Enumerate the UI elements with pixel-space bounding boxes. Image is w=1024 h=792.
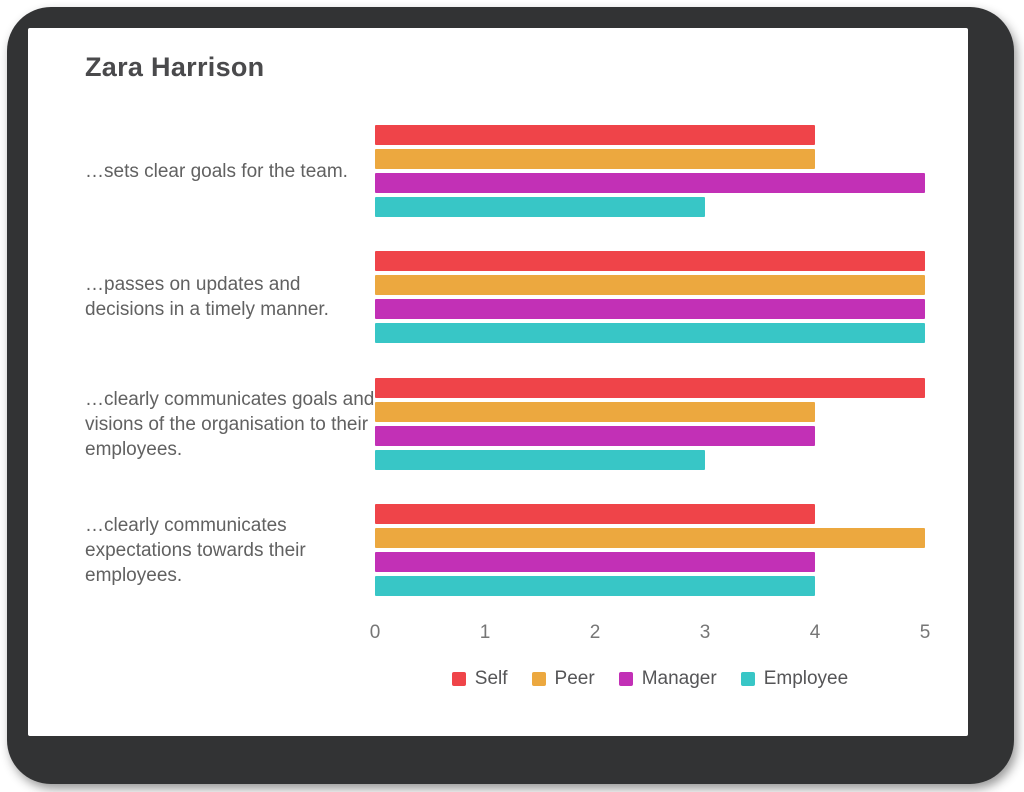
page-title: Zara Harrison bbox=[85, 52, 265, 82]
chart-legend: Self Peer Manager Employee bbox=[375, 665, 925, 693]
bar-self bbox=[375, 378, 925, 398]
bar-peer bbox=[375, 149, 815, 169]
x-tick-label: 1 bbox=[479, 622, 491, 643]
bar-self bbox=[375, 504, 815, 524]
bar-manager bbox=[375, 552, 815, 572]
legend-label: Self bbox=[474, 668, 508, 689]
legend-label: Employee bbox=[763, 668, 849, 689]
bar-manager bbox=[375, 173, 925, 193]
chart-row: …sets clear goals for the team. bbox=[28, 125, 968, 217]
bar-group bbox=[375, 378, 925, 470]
category-label: …passes on updates and decisions in a ti… bbox=[85, 274, 329, 320]
bar-employee bbox=[375, 323, 925, 343]
x-tick-label: 3 bbox=[699, 622, 711, 643]
legend-item-employee: Employee bbox=[740, 668, 849, 690]
bar-employee bbox=[375, 450, 705, 470]
legend-swatch-icon bbox=[618, 672, 633, 686]
x-tick-label: 4 bbox=[809, 622, 821, 643]
category-label: …clearly communicates expectations towar… bbox=[85, 514, 306, 586]
bar-self bbox=[375, 251, 925, 271]
bar-employee bbox=[375, 576, 815, 596]
report-card: Zara Harrison …sets clear goals for the … bbox=[28, 28, 968, 736]
bar-manager bbox=[375, 299, 925, 319]
bar-group bbox=[375, 251, 925, 343]
legend-item-manager: Manager bbox=[618, 668, 717, 690]
bar-peer bbox=[375, 528, 925, 548]
bar-group bbox=[375, 125, 925, 217]
x-tick-label: 2 bbox=[589, 622, 601, 643]
legend-item-peer: Peer bbox=[531, 668, 595, 690]
category-label: …clearly communicates goals and visions … bbox=[85, 388, 375, 460]
legend-item-self: Self bbox=[451, 668, 508, 690]
bar-peer bbox=[375, 402, 815, 422]
x-tick-label: 5 bbox=[919, 622, 931, 643]
bar-self bbox=[375, 125, 815, 145]
legend-label: Peer bbox=[554, 668, 595, 689]
chart-row: …passes on updates and decisions in a ti… bbox=[28, 251, 968, 343]
chart-row: …clearly communicates expectations towar… bbox=[28, 504, 968, 596]
legend-swatch-icon bbox=[531, 672, 546, 686]
bar-group bbox=[375, 504, 925, 596]
category-label: …sets clear goals for the team. bbox=[85, 160, 348, 182]
legend-label: Manager bbox=[641, 668, 717, 689]
device-frame: Zara Harrison …sets clear goals for the … bbox=[7, 7, 1014, 784]
x-tick-label: 0 bbox=[369, 622, 381, 643]
legend-swatch-icon bbox=[451, 672, 466, 686]
bar-peer bbox=[375, 275, 925, 295]
bar-manager bbox=[375, 426, 815, 446]
legend-swatch-icon bbox=[740, 672, 755, 686]
chart-row: …clearly communicates goals and visions … bbox=[28, 378, 968, 470]
bar-employee bbox=[375, 197, 705, 217]
